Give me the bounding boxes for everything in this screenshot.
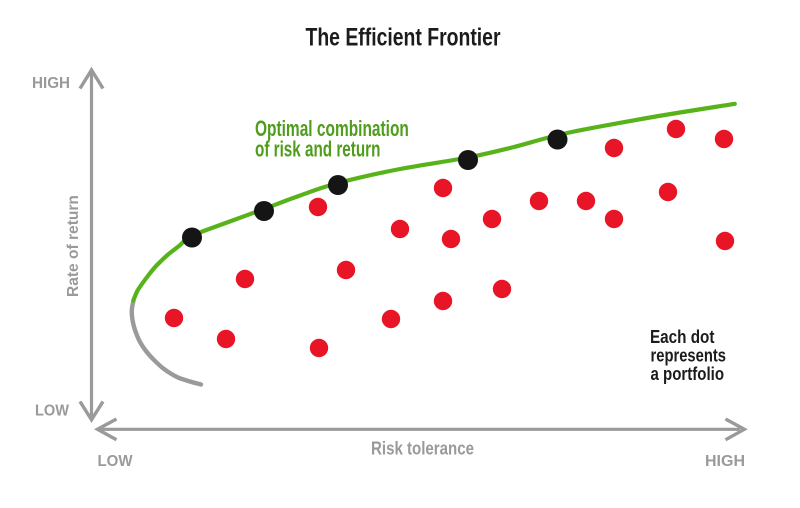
svg-text:HIGH: HIGH xyxy=(32,75,70,92)
svg-text:Risk tolerance: Risk tolerance xyxy=(371,438,474,459)
svg-text:LOW: LOW xyxy=(35,402,70,420)
svg-text:represents: represents xyxy=(651,345,727,366)
svg-text:LOW: LOW xyxy=(98,453,133,471)
svg-text:of risk and return: of risk and return xyxy=(255,137,380,161)
svg-text:a portfolio: a portfolio xyxy=(651,363,725,384)
svg-text:The Efficient Frontier: The Efficient Frontier xyxy=(305,23,500,51)
svg-text:Optimal combination: Optimal combination xyxy=(255,118,409,142)
svg-text:Rate of return: Rate of return xyxy=(65,195,82,297)
svg-text:HIGH: HIGH xyxy=(705,453,745,470)
svg-text:Each dot: Each dot xyxy=(650,325,715,347)
